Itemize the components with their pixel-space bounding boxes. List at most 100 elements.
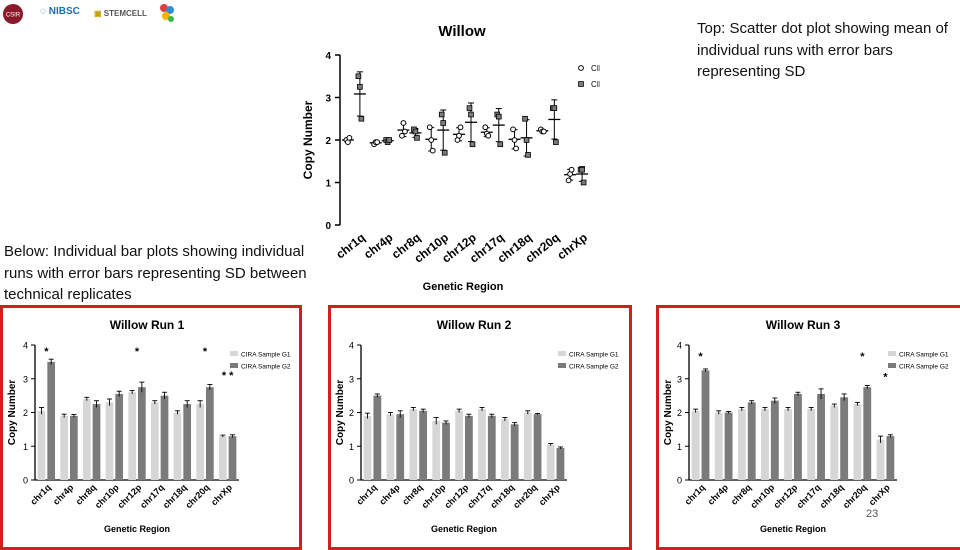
x-tick-label: chr4p (706, 482, 731, 507)
bar-g1 (105, 402, 114, 480)
data-point-g2 (525, 152, 531, 158)
bar-g2 (442, 422, 450, 480)
data-point-g2 (580, 179, 587, 186)
legend-label-g1: CIRA Sample G1 (569, 352, 619, 359)
y-tick-label: 2 (325, 136, 331, 147)
data-point-g2 (553, 139, 559, 145)
bar-g2 (206, 387, 214, 480)
data-point-g2 (412, 128, 419, 135)
y-tick-label: 0 (349, 476, 354, 486)
bar-g1 (830, 405, 839, 480)
chart-title: Willow Run 1 (110, 318, 185, 332)
bar-g1 (807, 409, 816, 480)
csir-logo-text: CSIR (6, 13, 21, 19)
x-axis-label: Genetic Region (423, 281, 504, 293)
nibsc-logo: ◌ NIBSC (40, 6, 80, 17)
data-point-g2 (386, 137, 392, 143)
bar-g2 (115, 393, 124, 480)
y-tick-label: 4 (349, 341, 354, 351)
nibsc-logo-text: NIBSC (48, 6, 80, 17)
data-point-g1 (402, 128, 408, 135)
data-point-g2 (495, 113, 502, 120)
y-tick-label: 3 (349, 374, 354, 384)
bar-g2 (47, 361, 56, 480)
y-tick-label: 3 (677, 374, 682, 384)
bar-g2 (70, 415, 78, 480)
y-tick-label: 1 (325, 179, 331, 190)
x-tick-label: chr10p (748, 482, 776, 510)
legend-label-g2: CIRA Sample G2 (569, 364, 619, 371)
bar-g2 (396, 414, 405, 480)
x-tick-label: chr18q (818, 482, 846, 510)
y-tick-label: 2 (677, 408, 682, 418)
legend-label-g2: CIRA Sample G2 (899, 364, 949, 371)
x-tick-label: chrXp (209, 482, 234, 507)
data-point-g1 (374, 139, 381, 146)
bar-g2 (92, 404, 101, 480)
x-tick-label: chr12p (115, 482, 143, 510)
y-axis-label: Copy Number (7, 380, 18, 446)
data-point-g1 (426, 124, 433, 131)
significance-star: * (44, 346, 49, 358)
data-point-g1 (565, 177, 572, 184)
bar-g2 (228, 436, 237, 480)
bar-g2 (840, 397, 849, 480)
x-tick-label: chr1q (28, 482, 52, 506)
data-point-g2 (440, 120, 447, 126)
bar-g1 (737, 409, 746, 480)
bar-g2 (373, 395, 382, 480)
logo-bar: CSIR ◌ NIBSC ▣ STEMCELL (0, 0, 190, 30)
bar-g1 (173, 412, 182, 480)
bar-g1 (37, 410, 46, 480)
bar-g2 (817, 393, 825, 480)
y-tick-label: 1 (349, 442, 354, 452)
chart-title: Willow (438, 23, 486, 40)
y-tick-label: 4 (23, 341, 28, 351)
data-point-g2 (357, 84, 363, 90)
x-tick-label: chr17q (465, 482, 493, 510)
significance-star: * (698, 351, 703, 363)
x-tick-label: chr1q (354, 482, 378, 506)
data-point-g1 (457, 124, 464, 131)
bar-g2 (465, 415, 473, 480)
y-axis-label: Copy Number (301, 100, 315, 179)
bar-g2 (487, 415, 496, 480)
legend-marker-g1 (578, 65, 584, 71)
x-tick-label: chr18q (161, 482, 189, 510)
bar-g2 (747, 402, 756, 480)
legend-swatch-g2 (230, 363, 238, 368)
bottom-caption: Below: Individual bar plots showing indi… (4, 243, 307, 303)
data-point-g1 (429, 147, 436, 154)
x-tick-label: chr4p (361, 230, 395, 261)
significance-star: * * (222, 370, 234, 382)
data-point-g1 (482, 124, 489, 131)
data-point-g2 (497, 141, 504, 148)
legend-swatch-g1 (888, 351, 896, 356)
legend-label-g1: CIRA Sample G1 (591, 64, 600, 73)
data-point-g2 (466, 105, 473, 111)
bar-g1 (523, 412, 532, 480)
bar-g2 (886, 436, 895, 480)
data-point-g1 (399, 132, 405, 139)
x-axis-label: Genetic Region (431, 524, 497, 534)
bar-g1 (150, 402, 159, 480)
legend-label-g1: CIRA Sample G1 (241, 352, 291, 359)
chart-title: Willow Run 3 (766, 318, 841, 332)
data-point-g1 (511, 137, 518, 143)
data-point-g1 (510, 126, 516, 133)
bar-g2 (794, 393, 802, 480)
x-tick-label: chr17q (795, 482, 823, 510)
bar-g1 (386, 414, 395, 480)
data-point-g2 (358, 115, 365, 122)
bar-g2 (556, 447, 565, 480)
y-tick-label: 4 (325, 51, 331, 62)
bar-g1 (714, 412, 723, 480)
x-tick-label: chr17q (138, 482, 166, 510)
bar-g1 (128, 392, 136, 480)
bar-g1 (455, 410, 463, 480)
y-tick-label: 0 (23, 476, 28, 486)
x-tick-label: chr10p (93, 482, 121, 510)
